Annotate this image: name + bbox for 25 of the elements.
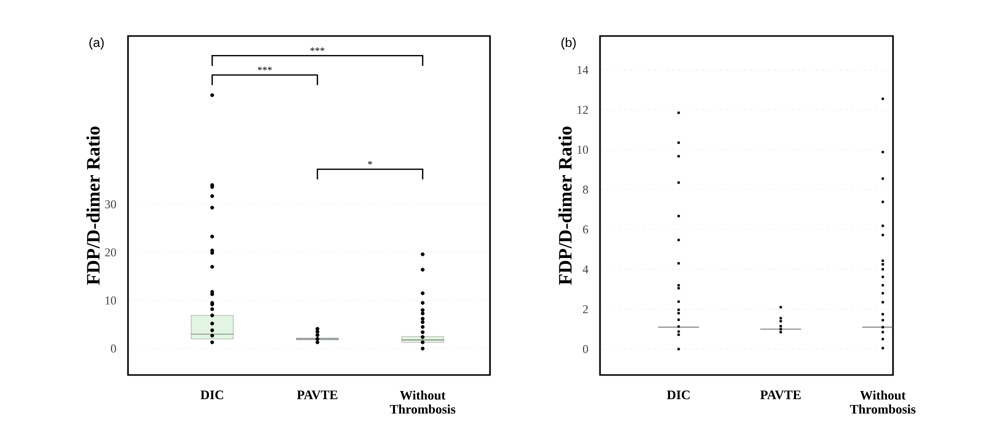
annotation: *** xyxy=(258,66,272,70)
x-tick-label: Without Thrombosis xyxy=(850,390,916,414)
x-tick-label: DIC xyxy=(200,390,224,400)
y-tick-label: 20 xyxy=(105,248,116,256)
y-axis-title: FDP/D-dimer Ratio xyxy=(558,126,572,285)
x-tick-label: Without Thrombosis xyxy=(390,390,456,414)
x-tick-label: PAVTE xyxy=(760,390,801,400)
x-tick-label: PAVTE xyxy=(297,390,338,400)
annotation: * xyxy=(368,160,372,165)
y-axis-title: FDP/D-dimer Ratio xyxy=(86,126,100,285)
y-tick-label: 30 xyxy=(105,200,116,208)
y-tick-label: 10 xyxy=(106,296,116,304)
y-tick-label: 12 xyxy=(578,106,588,114)
y-tick-label: 0 xyxy=(582,345,588,354)
annotation: *** xyxy=(310,47,324,52)
y-tick-label: 0 xyxy=(110,344,116,353)
y-tick-label: 14 xyxy=(578,66,588,74)
y-tick-label: 10 xyxy=(578,146,588,154)
y-tick-label: 4 xyxy=(582,265,588,274)
y-tick-label: 2 xyxy=(583,305,588,314)
chart-title: (a) xyxy=(89,38,104,50)
y-tick-label: 8 xyxy=(582,186,588,194)
x-tick-label: DIC xyxy=(666,390,690,400)
chart-title: (b) xyxy=(561,38,576,50)
y-tick-label: 6 xyxy=(583,225,588,234)
